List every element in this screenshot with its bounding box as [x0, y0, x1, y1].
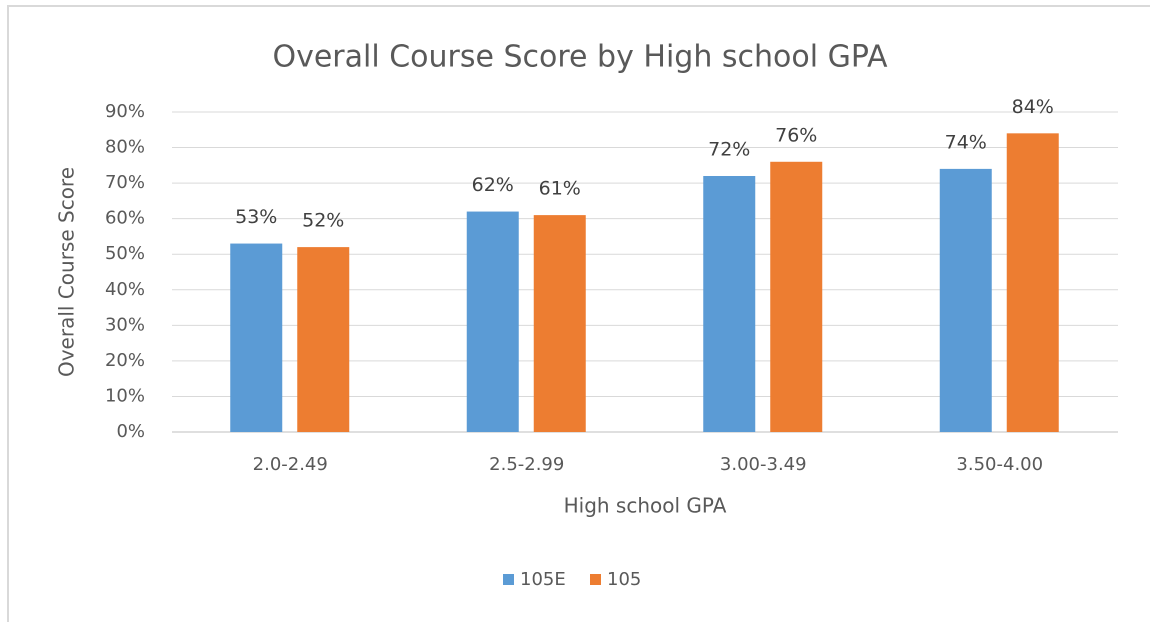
x-tick-label: 3.00-3.49	[720, 454, 807, 475]
x-tick-label: 2.5-2.99	[489, 454, 564, 475]
value-label: 62%	[472, 174, 514, 196]
bar	[533, 215, 586, 432]
legend-label: 105	[607, 569, 641, 590]
value-label: 84%	[1012, 96, 1054, 118]
y-tick-label: 0%	[116, 421, 145, 442]
x-axis-label: High school GPA	[564, 494, 727, 518]
y-tick-label: 90%	[105, 101, 145, 122]
y-axis-label: Overall Course Score	[55, 167, 79, 377]
value-label: 61%	[539, 178, 581, 200]
value-label: 76%	[775, 124, 817, 146]
bar	[466, 211, 519, 432]
value-label: 74%	[945, 131, 987, 153]
bar	[770, 161, 823, 432]
x-tick-label: 3.50-4.00	[956, 454, 1043, 475]
legend-swatch	[503, 574, 514, 585]
value-label: 53%	[235, 206, 277, 228]
bar	[939, 168, 992, 432]
y-tick-label: 20%	[105, 350, 145, 371]
bar	[1006, 133, 1059, 433]
bar	[230, 243, 283, 432]
legend-label: 105E	[520, 569, 566, 590]
value-label: 72%	[708, 139, 750, 161]
y-tick-label: 80%	[105, 137, 145, 158]
y-tick-label: 30%	[105, 314, 145, 335]
x-tick-label: 2.0-2.49	[253, 454, 328, 475]
legend-swatch	[590, 574, 601, 585]
bar	[297, 247, 350, 432]
frame	[7, 5, 1150, 622]
value-label: 52%	[302, 210, 344, 232]
chart-title: Overall Course Score by High school GPA	[272, 40, 888, 75]
y-tick-label: 70%	[105, 172, 145, 193]
y-tick-label: 40%	[105, 279, 145, 300]
y-tick-label: 60%	[105, 208, 145, 229]
bar	[703, 176, 756, 432]
y-tick-label: 10%	[105, 385, 145, 406]
y-tick-label: 50%	[105, 243, 145, 264]
